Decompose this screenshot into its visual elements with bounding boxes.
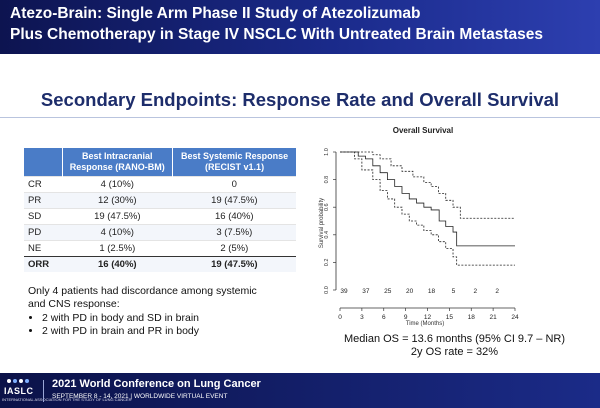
at-risk-count: 5 bbox=[452, 288, 456, 295]
iaslc-logo-icon bbox=[7, 379, 29, 383]
cell-systemic: 3 (7.5%) bbox=[172, 224, 296, 241]
at-risk-count: 25 bbox=[384, 288, 392, 295]
header-intracranial: Best Intracranial Response (RANO-BM) bbox=[62, 148, 174, 177]
header-systemic-line2: (RECIST v1.1) bbox=[205, 162, 265, 172]
table-row: SD 19 (47.5%) 16 (40%) bbox=[24, 208, 296, 225]
header-systemic: Best Systemic Response (RECIST v1.1) bbox=[172, 148, 296, 177]
x-tick-label: 9 bbox=[404, 314, 408, 321]
conference-dates: SEPTEMBER 8 - 14, 2021 | WORLDWIDE VIRTU… bbox=[52, 393, 228, 400]
table-row-orr: ORR 16 (40%) 19 (47.5%) bbox=[24, 256, 296, 272]
response-table: Best Intracranial Response (RANO-BM) Best… bbox=[24, 148, 296, 272]
axis-ticks: 0.0 0.2 0.4 0.6 0.8 1.0 0 3 6 9 12 15 18 21 24 bbox=[324, 148, 519, 321]
y-tick-label: 0.6 bbox=[324, 203, 330, 211]
table-row: CR 4 (10%) 0 bbox=[24, 176, 296, 193]
confidence-band bbox=[340, 151, 515, 219]
header-intracranial-line2: Response (RANO-BM) bbox=[69, 162, 165, 172]
cell-systemic: 16 (40%) bbox=[172, 208, 296, 225]
discordance-bullet: 2 with PD in body and SD in brain bbox=[42, 312, 303, 325]
footer-divider bbox=[43, 380, 44, 402]
row-label: NE bbox=[24, 240, 62, 257]
header-intracranial-line1: Best Intracranial bbox=[82, 151, 153, 161]
title-divider bbox=[0, 117, 600, 118]
y-tick-label: 0.0 bbox=[324, 286, 330, 294]
overall-survival-chart: Overall Survival Survival probability Ti… bbox=[319, 126, 519, 327]
y-tick-label: 0.2 bbox=[324, 259, 330, 267]
table-header-row: Best Intracranial Response (RANO-BM) Best… bbox=[24, 148, 296, 177]
chart-title: Overall Survival bbox=[393, 126, 453, 135]
row-label: CR bbox=[24, 176, 62, 193]
at-risk-count: 39 bbox=[340, 288, 348, 295]
footer-bar bbox=[0, 373, 600, 408]
confidence-band bbox=[340, 151, 515, 266]
header-systemic-line1: Best Systemic Response bbox=[181, 151, 289, 161]
slide-header: Atezo-Brain: Single Arm Phase II Study o… bbox=[0, 0, 600, 54]
slide-title-line1: Atezo-Brain: Single Arm Phase II Study o… bbox=[10, 5, 421, 22]
header-label-col bbox=[24, 148, 63, 177]
y-tick-label: 0.4 bbox=[324, 231, 330, 239]
at-risk-count: 20 bbox=[406, 288, 414, 295]
discordance-bullet: 2 with PD in brain and PR in body bbox=[42, 325, 303, 338]
median-os: Median OS = 13.6 months (95% CI 9.7 – NR… bbox=[343, 333, 566, 345]
table-row: PR 12 (30%) 19 (47.5%) bbox=[24, 192, 296, 209]
cell-intracranial: 1 (2.5%) bbox=[62, 240, 173, 257]
y-axis-label: Survival probability bbox=[319, 198, 325, 248]
row-label: PD bbox=[24, 224, 62, 241]
os-summary: Median OS = 13.6 months (95% CI 9.7 – NR… bbox=[322, 333, 587, 359]
slide-title-line2: Plus Chemotherapy in Stage IV NSCLC With… bbox=[10, 26, 544, 43]
at-risk-count: 18 bbox=[428, 288, 436, 295]
cell-intracranial: 4 (10%) bbox=[62, 224, 173, 241]
discordance-line2: and CNS response: bbox=[28, 298, 120, 310]
x-tick-label: 18 bbox=[468, 314, 476, 321]
x-tick-label: 24 bbox=[511, 314, 519, 321]
discordance-note: Only 4 patients had discordance among sy… bbox=[28, 285, 303, 338]
cell-intracranial: 19 (47.5%) bbox=[62, 208, 173, 225]
two-year-os: 2y OS rate = 32% bbox=[410, 346, 499, 358]
x-tick-label: 15 bbox=[446, 314, 454, 321]
iaslc-tagline: INTERNATIONAL ASSOCIATION FOR THE STUDY … bbox=[2, 397, 132, 402]
section-title: Secondary Endpoints: Response Rate and O… bbox=[40, 89, 560, 110]
cell-intracranial: 12 (30%) bbox=[62, 192, 173, 209]
x-tick-label: 3 bbox=[360, 314, 364, 321]
row-label: PR bbox=[24, 192, 62, 209]
discordance-line1: Only 4 patients had discordance among sy… bbox=[28, 285, 257, 297]
conference-name: 2021 World Conference on Lung Cancer bbox=[52, 378, 261, 390]
table-row: PD 4 (10%) 3 (7.5%) bbox=[24, 224, 296, 241]
x-axis-label: Time (Months) bbox=[406, 321, 444, 327]
y-tick-label: 1.0 bbox=[324, 148, 330, 156]
survival-curves bbox=[340, 151, 515, 266]
at-risk-count: 2 bbox=[495, 288, 499, 295]
cell-intracranial: 16 (40%) bbox=[62, 256, 173, 272]
row-label: SD bbox=[24, 208, 62, 225]
row-label: ORR bbox=[24, 256, 62, 272]
y-tick-label: 0.8 bbox=[324, 176, 330, 184]
at-risk-count: 2 bbox=[473, 288, 477, 295]
cell-intracranial: 4 (10%) bbox=[62, 176, 173, 193]
x-tick-label: 21 bbox=[490, 314, 498, 321]
survival-curve bbox=[340, 151, 515, 247]
x-tick-label: 0 bbox=[338, 314, 342, 321]
cell-systemic: 19 (47.5%) bbox=[172, 192, 296, 209]
x-tick-label: 6 bbox=[382, 314, 386, 321]
discordance-list: 2 with PD in body and SD in brain 2 with… bbox=[28, 312, 303, 338]
table-row: NE 1 (2.5%) 2 (5%) bbox=[24, 240, 296, 257]
at-risk-numbers: 39 37 25 20 18 5 2 2 bbox=[340, 288, 499, 295]
cell-systemic: 19 (47.5%) bbox=[172, 256, 296, 272]
x-tick-label: 12 bbox=[424, 314, 432, 321]
cell-systemic: 2 (5%) bbox=[172, 240, 296, 257]
iaslc-logo: IASLC bbox=[4, 386, 34, 396]
cell-systemic: 0 bbox=[172, 176, 296, 193]
at-risk-count: 37 bbox=[362, 288, 370, 295]
